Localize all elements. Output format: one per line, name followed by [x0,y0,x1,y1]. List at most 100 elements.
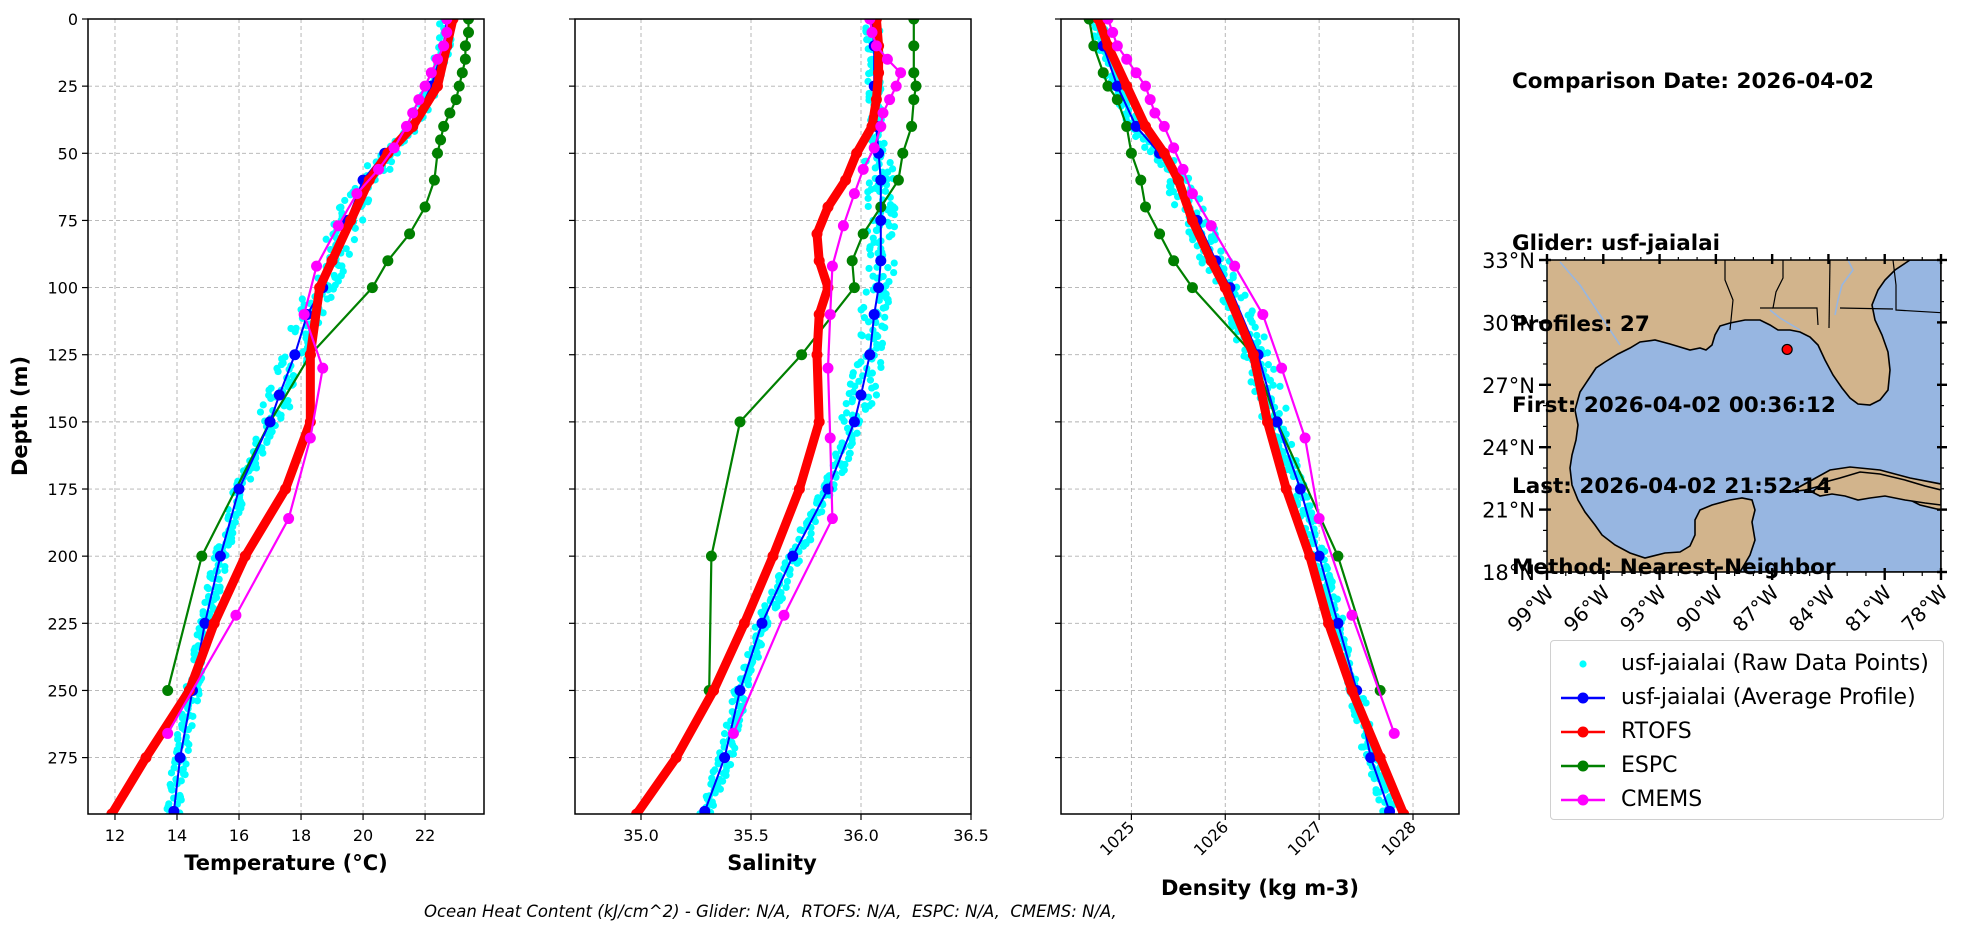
y-tick-label: 100 [47,279,78,298]
raw-data-point [891,204,899,212]
rtofs-marker [813,255,825,267]
cmems-marker [1158,120,1170,132]
cmems-series [727,19,907,739]
raw-data-point [1394,813,1397,814]
raw-data-point [1196,253,1204,261]
raw-data-point [185,740,193,749]
x-tick-label: 1027 [1284,817,1326,859]
raw-data-point [861,402,869,410]
espc-marker [1125,147,1137,159]
glider-marker [855,389,867,401]
raw-data-point [1372,789,1380,797]
glider-marker [875,214,887,226]
raw-data-point [873,226,881,235]
cmems-marker [317,362,329,374]
raw-data-point [319,309,327,317]
raw-data-point [246,475,255,483]
espc-marker [857,228,869,240]
espc-marker [1121,120,1133,132]
raw-data-point [812,499,821,507]
raw-data-point [793,559,801,567]
comparison-date: Comparison Date: 2026-04-02 [1512,69,1875,94]
cmems-marker [1177,163,1189,175]
espc-marker [1097,67,1109,79]
legend-label: usf-jaialai (Average Profile) [1621,685,1916,710]
glider-marker [273,389,285,401]
legend-item-raw: usf-jaialai (Raw Data Points) [1551,647,1943,681]
x-tick-label: 16 [229,826,249,845]
glider-marker [787,550,799,562]
raw-data-point [265,391,273,399]
espc-marker [796,349,808,361]
raw-data-point [174,735,182,743]
espc-marker [848,282,860,294]
glider-marker [873,282,885,294]
raw-data-point [838,468,846,477]
y-tick-label: 275 [47,749,78,768]
cmems-marker [895,67,907,79]
y-tick-label: 0 [68,10,78,29]
raw-data-point [884,264,892,272]
raw-data-point [884,295,892,304]
glider-marker [214,550,226,562]
rtofs-marker [822,201,834,213]
rtofs-marker [1093,19,1105,25]
espc-marker [734,416,746,428]
raw-data-point [1169,188,1178,196]
ocean-heat-content-footer: Ocean Heat Content (kJ/cm^2) - Glider: N… [424,902,1117,921]
legend: usf-jaialai (Raw Data Points) usf-jaialai… [1550,640,1944,820]
espc-line [708,19,918,691]
raw-data-point [781,559,789,567]
raw-data-point [167,783,175,791]
raw-data-point [882,303,890,311]
x-tick-label: 1025 [1096,817,1138,859]
espc-marker [431,147,443,159]
x-tick-label: 22 [415,826,435,845]
raw-data-point [877,363,885,372]
raw-data-point [1207,237,1215,246]
y-tick-label: 25 [58,77,78,96]
rtofs-marker [1121,80,1133,92]
raw-data-point [848,398,856,406]
glider-name: Glider: usf-jaialai [1512,231,1721,256]
raw-data-point [265,386,273,394]
cmems-marker [1299,432,1311,444]
raw-data-point [1269,381,1277,389]
raw-data-point [842,399,850,408]
legend-item-glider: usf-jaialai (Average Profile) [1551,681,1943,715]
espc-marker [1139,201,1151,213]
rtofs-marker [280,483,292,495]
raw-data-point [289,372,297,380]
y-tick-label: 200 [47,547,78,566]
rtofs-marker [1262,416,1274,428]
cmems-marker [727,727,739,739]
raw-data-point [345,250,353,258]
cmems-marker [351,188,363,200]
rtofs-marker [738,617,750,629]
raw-data-point [865,264,873,273]
rtofs-marker [1158,147,1170,159]
raw-data-point [881,187,890,195]
raw-data-point [866,69,875,77]
raw-data-point [1276,382,1284,390]
raw-data-point [848,372,857,380]
rtofs-marker [314,282,326,294]
raw-data-point [871,382,880,390]
x-tick-label: 36.0 [843,826,879,845]
cmems-marker [311,260,323,272]
glider-marker [289,349,301,361]
espc-marker [450,94,462,106]
espc-marker [459,53,471,65]
cmems-marker [400,120,412,132]
cmems-marker [1257,308,1269,320]
raw-data-point [323,295,331,303]
raw-data-point [720,730,729,738]
cmems-marker [826,260,838,272]
raw-data-point [363,162,372,170]
temperature-axes-frame [87,18,485,815]
cmems-marker [824,308,836,320]
raw-data-point [844,455,853,463]
cmems-marker [778,609,790,621]
raw-data-point [754,653,762,661]
